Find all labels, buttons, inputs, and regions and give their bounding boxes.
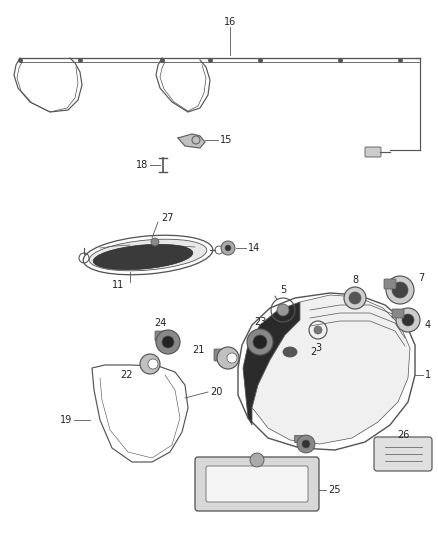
Text: 4: 4 (425, 320, 431, 330)
Ellipse shape (93, 244, 193, 270)
Circle shape (402, 314, 414, 326)
Circle shape (247, 329, 273, 355)
Circle shape (221, 241, 235, 255)
Polygon shape (252, 295, 410, 444)
Circle shape (227, 353, 237, 363)
Text: 8: 8 (352, 275, 358, 285)
FancyBboxPatch shape (374, 437, 432, 471)
Circle shape (386, 276, 414, 304)
Text: 2: 2 (310, 347, 316, 357)
Circle shape (250, 453, 264, 467)
Circle shape (217, 347, 239, 369)
Text: 27: 27 (162, 213, 174, 223)
FancyBboxPatch shape (365, 147, 381, 157)
Text: 21: 21 (193, 345, 205, 355)
Text: 1: 1 (425, 370, 431, 380)
Text: 16: 16 (224, 17, 236, 27)
Text: 19: 19 (60, 415, 72, 425)
Circle shape (349, 292, 361, 304)
Text: 24: 24 (154, 318, 166, 328)
Text: 3: 3 (315, 343, 321, 353)
Text: 22: 22 (120, 370, 133, 380)
Circle shape (396, 308, 420, 332)
Text: 7: 7 (418, 273, 424, 283)
Polygon shape (243, 302, 300, 425)
FancyBboxPatch shape (392, 309, 404, 318)
Circle shape (151, 238, 159, 246)
Circle shape (277, 304, 289, 316)
Circle shape (344, 287, 366, 309)
FancyBboxPatch shape (195, 457, 319, 511)
Circle shape (297, 435, 315, 453)
Text: 18: 18 (136, 160, 148, 170)
Ellipse shape (89, 239, 207, 271)
Text: 23: 23 (254, 317, 266, 327)
Text: 25: 25 (328, 485, 340, 495)
Circle shape (392, 282, 408, 298)
Text: 14: 14 (248, 243, 260, 253)
FancyBboxPatch shape (155, 331, 167, 341)
Polygon shape (178, 134, 205, 148)
FancyBboxPatch shape (206, 466, 308, 502)
FancyBboxPatch shape (294, 435, 304, 442)
Circle shape (162, 336, 174, 348)
Circle shape (156, 330, 180, 354)
FancyBboxPatch shape (214, 349, 227, 361)
Circle shape (314, 326, 322, 334)
Circle shape (225, 245, 231, 251)
Text: 20: 20 (210, 387, 223, 397)
Ellipse shape (283, 347, 297, 357)
Circle shape (253, 335, 267, 349)
Circle shape (140, 354, 160, 374)
Text: 5: 5 (280, 285, 286, 295)
FancyBboxPatch shape (384, 279, 396, 289)
Circle shape (302, 440, 310, 448)
Text: 11: 11 (112, 280, 124, 290)
Text: 26: 26 (397, 430, 409, 440)
Circle shape (148, 359, 158, 369)
Text: 15: 15 (220, 135, 233, 145)
